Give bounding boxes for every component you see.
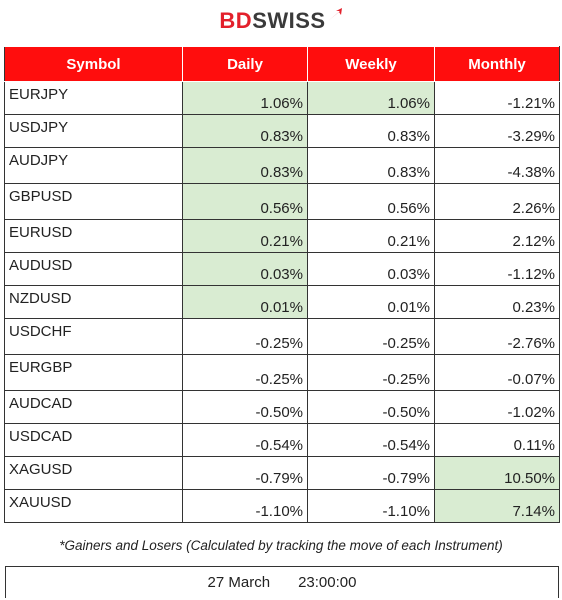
table-row: EURGBP -0.25% -0.25% -0.07% xyxy=(4,354,560,391)
weekly-cell: -0.25% xyxy=(307,318,435,355)
symbol-cell: XAGUSD xyxy=(4,456,183,490)
weekly-cell: -0.50% xyxy=(307,390,435,424)
weekly-cell: 0.01% xyxy=(307,285,435,319)
table-body: EURJPY 1.06% 1.06% -1.21% USDJPY 0.83% 0.83% -3… xyxy=(4,81,560,523)
daily-cell: 0.83% xyxy=(182,147,308,184)
header-weekly: Weekly xyxy=(307,46,435,82)
daily-cell: -0.25% xyxy=(182,318,308,355)
symbol-cell: AUDCAD xyxy=(4,390,183,424)
weekly-cell: -0.25% xyxy=(307,354,435,391)
header-monthly: Monthly xyxy=(434,46,560,82)
symbol-cell: EURUSD xyxy=(4,219,183,253)
monthly-cell: -1.21% xyxy=(434,81,560,115)
monthly-cell: 10.50% xyxy=(434,456,560,490)
daily-cell: 0.01% xyxy=(182,285,308,319)
footnote: *Gainers and Losers (Calculated by track… xyxy=(59,538,503,553)
monthly-cell: -4.38% xyxy=(434,147,560,184)
weekly-cell: -0.54% xyxy=(307,423,435,457)
header-daily: Daily xyxy=(182,46,308,82)
symbol-cell: AUDUSD xyxy=(4,252,183,286)
symbol-cell: NZDUSD xyxy=(4,285,183,319)
monthly-cell: 0.23% xyxy=(434,285,560,319)
monthly-cell: -2.76% xyxy=(434,318,560,355)
symbol-cell: EURGBP xyxy=(4,354,183,391)
daily-cell: 0.83% xyxy=(182,114,308,148)
table-row: USDCAD -0.54% -0.54% 0.11% xyxy=(4,423,560,457)
symbol-cell: XAUUSD xyxy=(4,489,183,523)
daily-cell: -1.10% xyxy=(182,489,308,523)
brand-logo: BDSWISS xyxy=(0,8,562,34)
symbol-cell: EURJPY xyxy=(4,81,183,115)
table-row: AUDCAD -0.50% -0.50% -1.02% xyxy=(4,390,560,424)
symbol-cell: USDCAD xyxy=(4,423,183,457)
header-symbol: Symbol xyxy=(4,46,183,82)
symbol-cell: GBPUSD xyxy=(4,183,183,220)
symbol-cell: USDJPY xyxy=(4,114,183,148)
monthly-cell: 0.11% xyxy=(434,423,560,457)
daily-cell: -0.25% xyxy=(182,354,308,391)
timestamp-time: 23:00:00 xyxy=(298,574,357,591)
daily-cell: 0.21% xyxy=(182,219,308,253)
weekly-cell: 0.83% xyxy=(307,147,435,184)
timestamp-box: 27 March 23:00:00 xyxy=(5,566,559,598)
monthly-cell: -1.12% xyxy=(434,252,560,286)
table-header-row: Symbol Daily Weekly Monthly xyxy=(4,46,560,82)
table-row: AUDJPY 0.83% 0.83% -4.38% xyxy=(4,147,560,184)
logo-arrow-icon xyxy=(327,8,342,21)
performance-table: Symbol Daily Weekly Monthly EURJPY 1.06% 1… xyxy=(4,46,560,523)
daily-cell: 1.06% xyxy=(182,81,308,115)
weekly-cell: -1.10% xyxy=(307,489,435,523)
weekly-cell: 0.56% xyxy=(307,183,435,220)
monthly-cell: 2.12% xyxy=(434,219,560,253)
table-row: XAGUSD -0.79% -0.79% 10.50% xyxy=(4,456,560,490)
weekly-cell: 0.03% xyxy=(307,252,435,286)
weekly-cell: 0.21% xyxy=(307,219,435,253)
table-row: USDCHF -0.25% -0.25% -2.76% xyxy=(4,318,560,355)
logo-text-bd: BD xyxy=(219,8,253,33)
daily-cell: 0.03% xyxy=(182,252,308,286)
daily-cell: 0.56% xyxy=(182,183,308,220)
weekly-cell: 1.06% xyxy=(307,81,435,115)
table-row: XAUUSD -1.10% -1.10% 7.14% xyxy=(4,489,560,523)
monthly-cell: -3.29% xyxy=(434,114,560,148)
table-row: USDJPY 0.83% 0.83% -3.29% xyxy=(4,114,560,148)
table-row: AUDUSD 0.03% 0.03% -1.12% xyxy=(4,252,560,286)
table-row: EURJPY 1.06% 1.06% -1.21% xyxy=(4,81,560,115)
timestamp-date: 27 March xyxy=(207,574,271,591)
daily-cell: -0.54% xyxy=(182,423,308,457)
symbol-cell: USDCHF xyxy=(4,318,183,355)
weekly-cell: 0.83% xyxy=(307,114,435,148)
logo-text-swiss: SWISS xyxy=(252,8,326,33)
monthly-cell: -1.02% xyxy=(434,390,560,424)
symbol-cell: AUDJPY xyxy=(4,147,183,184)
monthly-cell: 2.26% xyxy=(434,183,560,220)
monthly-cell: -0.07% xyxy=(434,354,560,391)
table-row: EURUSD 0.21% 0.21% 2.12% xyxy=(4,219,560,253)
table-row: GBPUSD 0.56% 0.56% 2.26% xyxy=(4,183,560,220)
daily-cell: -0.79% xyxy=(182,456,308,490)
table-row: NZDUSD 0.01% 0.01% 0.23% xyxy=(4,285,560,319)
monthly-cell: 7.14% xyxy=(434,489,560,523)
weekly-cell: -0.79% xyxy=(307,456,435,490)
daily-cell: -0.50% xyxy=(182,390,308,424)
